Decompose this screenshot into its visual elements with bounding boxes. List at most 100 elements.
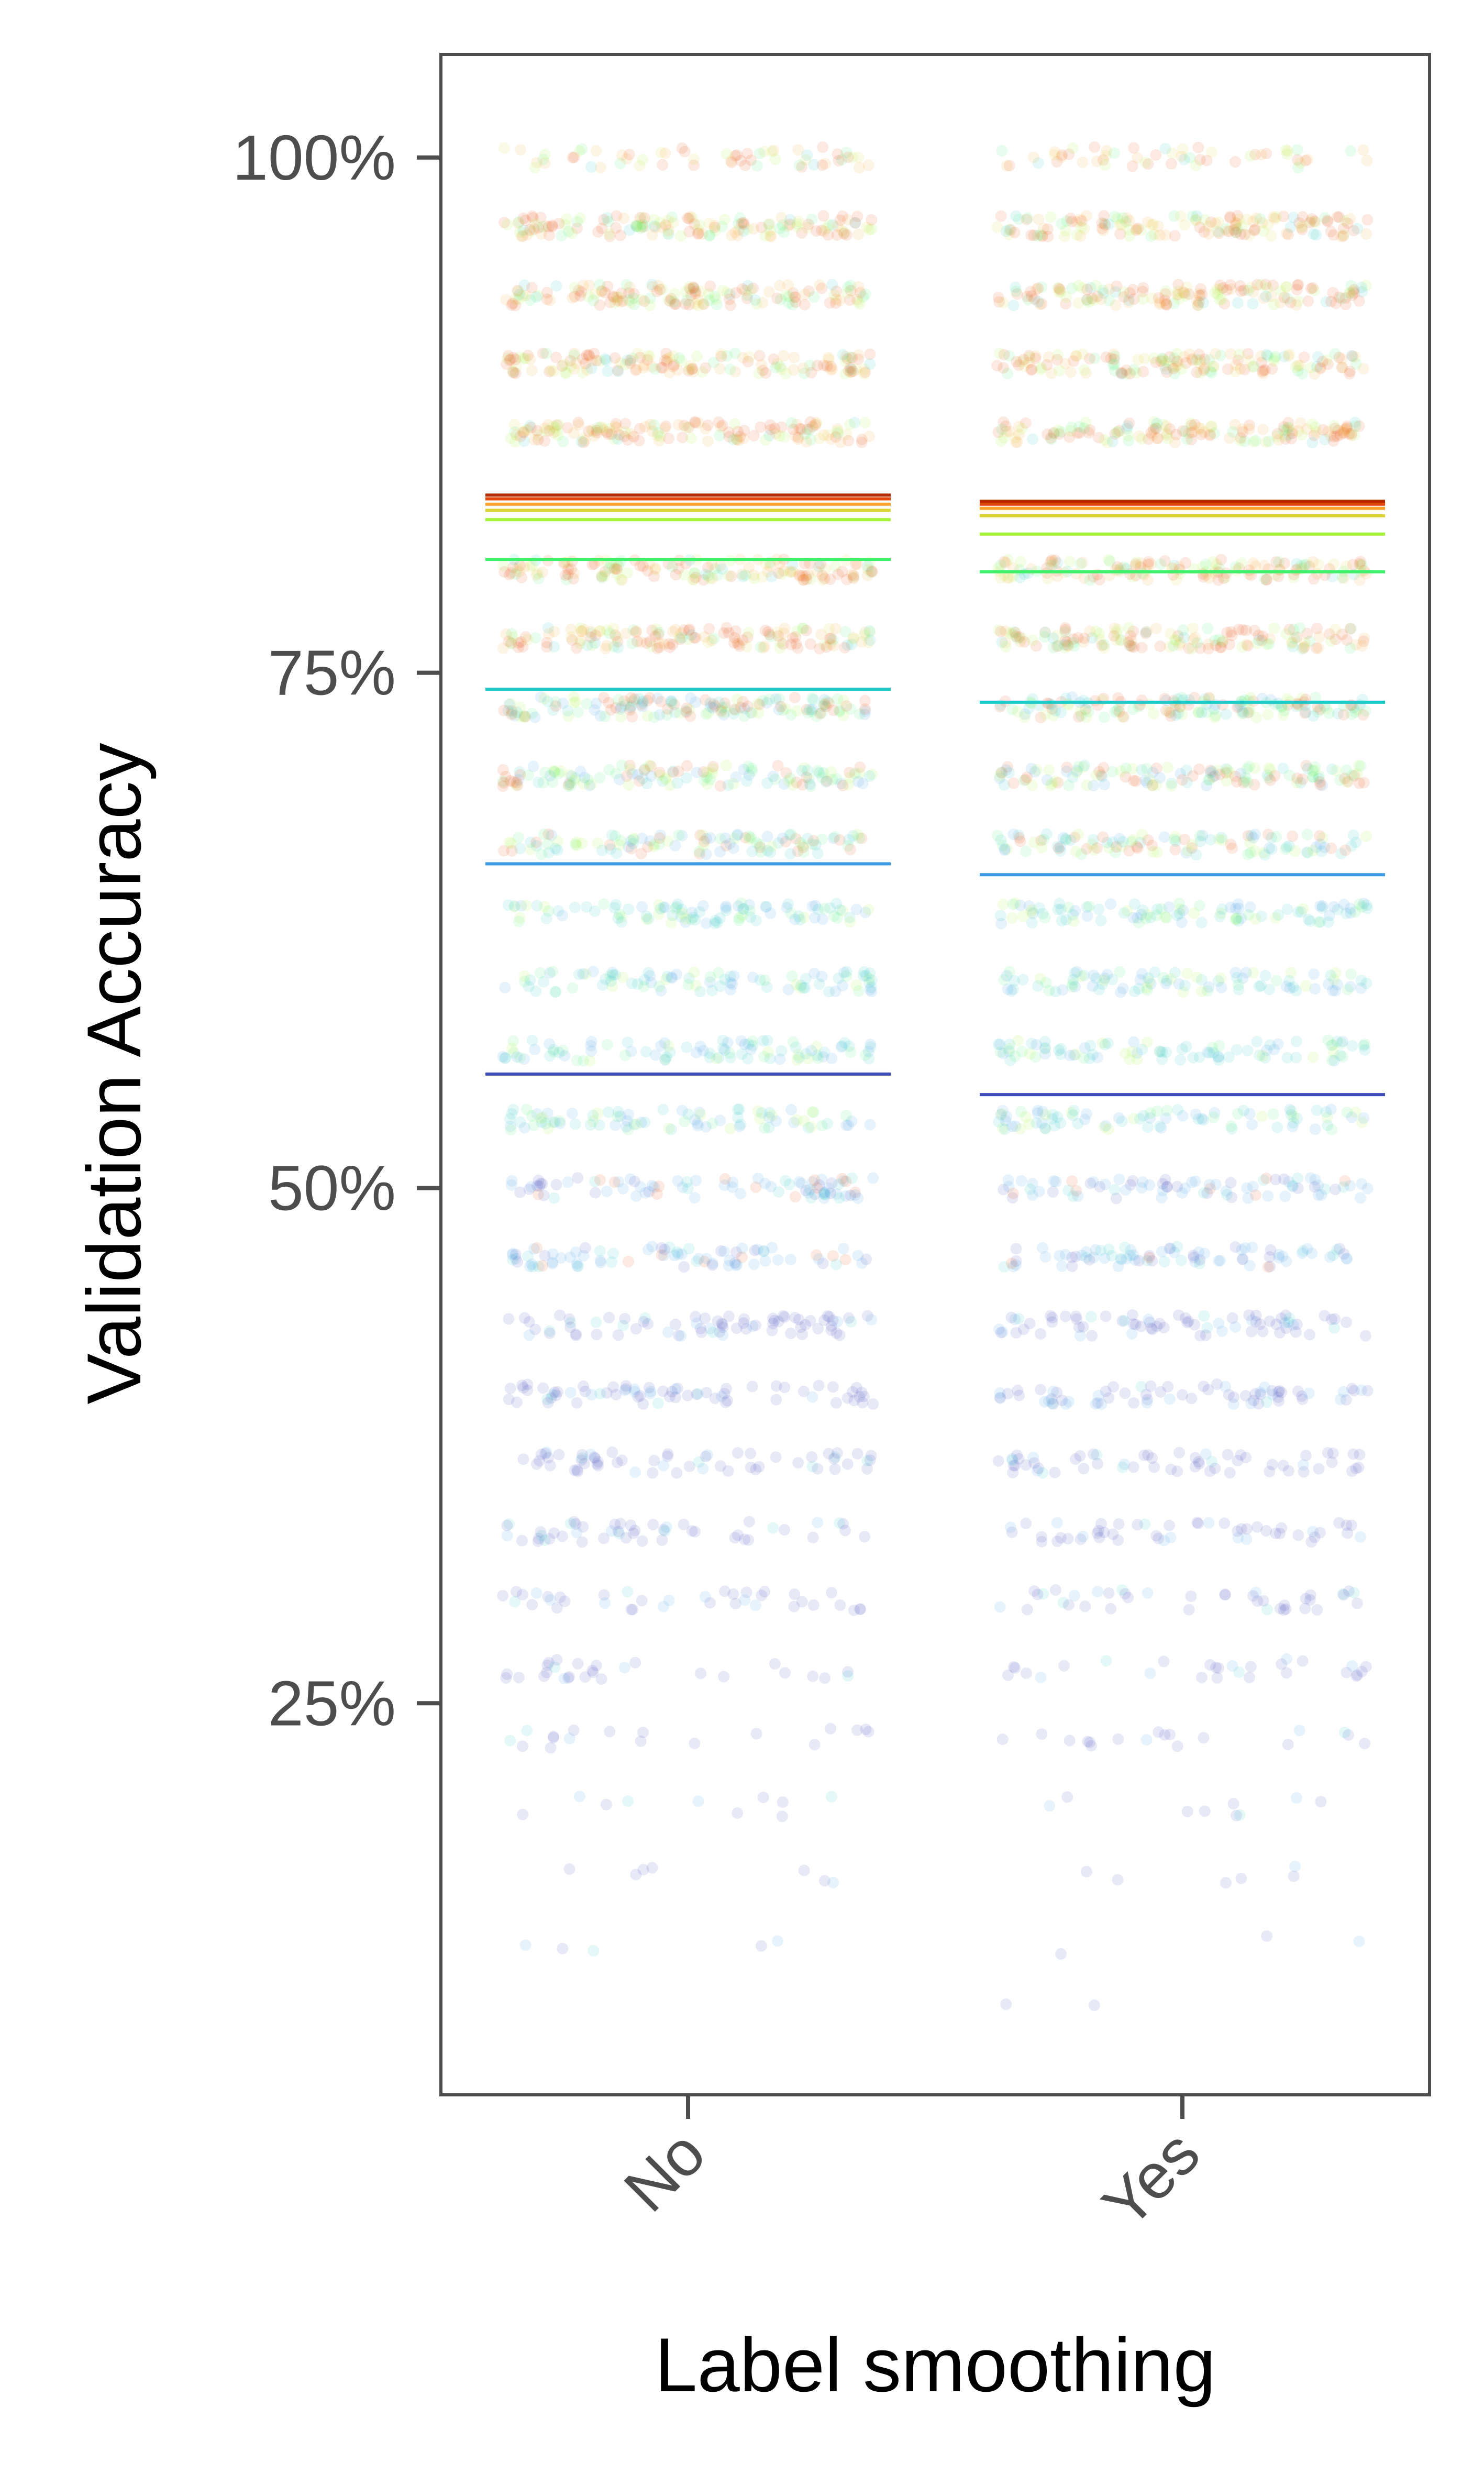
point xyxy=(1223,1389,1235,1401)
point xyxy=(1148,416,1160,428)
point xyxy=(1126,1328,1138,1340)
point xyxy=(1213,227,1225,239)
point xyxy=(1158,1322,1170,1333)
point xyxy=(581,364,593,375)
point xyxy=(630,219,642,231)
point xyxy=(1081,294,1093,306)
point xyxy=(1210,217,1221,229)
point xyxy=(1344,366,1356,378)
point xyxy=(596,285,608,297)
point xyxy=(564,1251,576,1263)
point xyxy=(1339,299,1352,311)
point xyxy=(1056,149,1068,161)
point xyxy=(1124,230,1136,242)
point xyxy=(659,1525,671,1537)
point xyxy=(818,1188,830,1200)
point xyxy=(1085,1311,1097,1323)
point xyxy=(1224,212,1236,224)
point xyxy=(1171,1241,1183,1253)
point xyxy=(640,637,652,649)
point xyxy=(610,418,622,429)
point xyxy=(700,1121,712,1133)
point xyxy=(599,711,611,723)
point xyxy=(1018,360,1031,372)
point xyxy=(639,220,651,232)
point xyxy=(729,418,741,430)
point xyxy=(760,434,772,446)
point xyxy=(1020,1667,1032,1679)
point xyxy=(604,230,616,242)
point xyxy=(1236,423,1248,435)
point xyxy=(1308,968,1320,980)
point xyxy=(1158,1256,1170,1268)
point xyxy=(1239,1242,1251,1254)
point xyxy=(824,573,836,586)
point xyxy=(1137,293,1149,305)
point xyxy=(1223,226,1235,238)
point xyxy=(838,227,850,238)
point xyxy=(650,221,661,233)
point xyxy=(1339,423,1352,435)
point xyxy=(827,1315,839,1327)
point xyxy=(1028,293,1040,305)
point xyxy=(1295,559,1308,571)
point xyxy=(613,291,625,303)
point xyxy=(1221,1189,1233,1201)
point xyxy=(781,902,793,914)
point xyxy=(583,279,595,291)
point xyxy=(1150,149,1162,161)
point xyxy=(586,355,598,367)
point xyxy=(662,224,674,236)
point xyxy=(547,1046,559,1058)
point xyxy=(1214,294,1226,306)
point xyxy=(572,416,584,428)
point xyxy=(689,218,700,230)
point xyxy=(696,366,708,378)
point xyxy=(1345,280,1357,292)
point xyxy=(1026,290,1038,302)
point xyxy=(791,1054,803,1066)
point xyxy=(671,1467,683,1479)
point xyxy=(802,1053,814,1065)
point xyxy=(1254,213,1266,225)
point xyxy=(718,214,730,226)
point xyxy=(753,367,765,379)
point xyxy=(1145,978,1157,990)
point xyxy=(567,152,579,164)
point xyxy=(843,435,855,447)
point xyxy=(654,283,666,295)
point xyxy=(1251,637,1263,649)
point xyxy=(1111,426,1123,438)
point xyxy=(1220,223,1232,235)
point xyxy=(717,1042,729,1054)
point xyxy=(1090,280,1102,292)
point xyxy=(1282,350,1294,362)
point xyxy=(1350,358,1362,370)
point xyxy=(796,765,808,777)
point xyxy=(856,434,868,446)
point xyxy=(513,915,525,927)
point xyxy=(1112,426,1123,438)
point xyxy=(672,419,684,431)
point xyxy=(1143,433,1155,445)
point xyxy=(1212,226,1224,238)
point xyxy=(1166,147,1178,159)
point xyxy=(1128,293,1140,305)
point xyxy=(1230,217,1242,229)
point xyxy=(1281,1052,1293,1064)
point xyxy=(1349,351,1361,363)
point xyxy=(1354,1192,1366,1204)
point xyxy=(1348,429,1360,441)
point xyxy=(1336,361,1348,373)
point xyxy=(571,1397,583,1409)
point xyxy=(785,1328,797,1340)
point xyxy=(1214,910,1226,922)
point xyxy=(1257,368,1269,380)
point xyxy=(724,838,736,850)
point xyxy=(628,299,640,311)
point xyxy=(724,293,736,305)
point xyxy=(1260,1172,1272,1184)
point xyxy=(1221,284,1233,296)
point xyxy=(775,701,787,713)
point xyxy=(802,218,814,230)
